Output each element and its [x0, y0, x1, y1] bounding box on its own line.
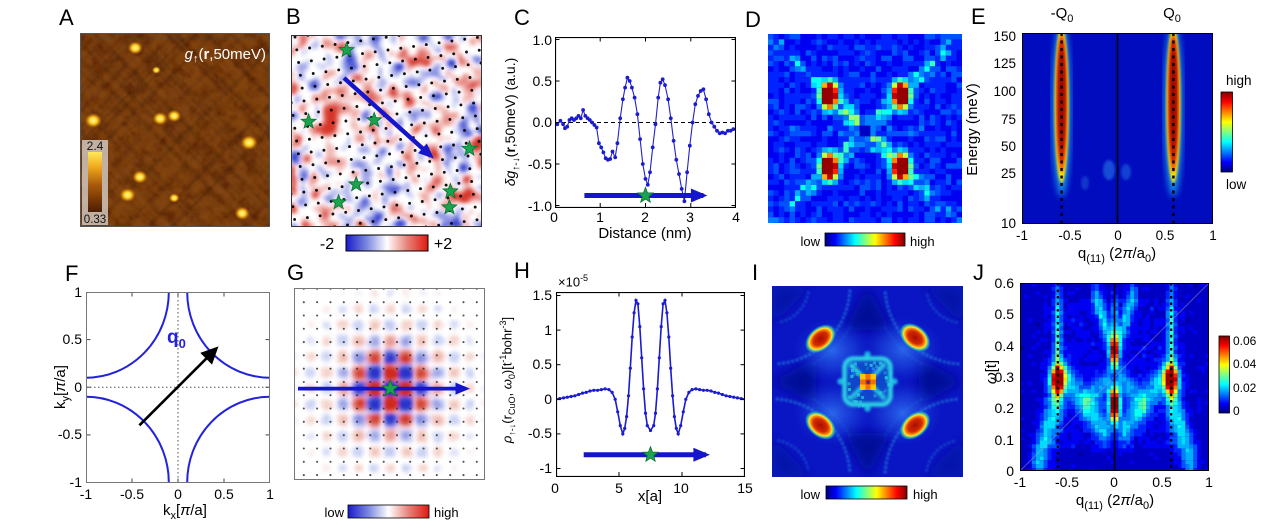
svg-text:low: low	[800, 487, 820, 502]
svg-text:low: low	[800, 234, 820, 249]
svg-text:2.4: 2.4	[87, 139, 104, 153]
svg-text:low: low	[1226, 177, 1247, 192]
svg-text:-2: -2	[320, 236, 334, 253]
svg-text:high: high	[913, 487, 938, 502]
svg-text:low: low	[324, 505, 344, 520]
svg-text:high: high	[910, 234, 935, 249]
svg-text:0.06: 0.06	[1233, 334, 1257, 348]
svg-text:+2: +2	[434, 236, 452, 253]
svg-text:0.02: 0.02	[1233, 381, 1257, 395]
svg-text:0.33: 0.33	[84, 214, 106, 226]
svg-text:high: high	[1226, 73, 1252, 88]
svg-text:high: high	[434, 505, 459, 520]
svg-text:0.04: 0.04	[1233, 357, 1257, 371]
svg-text:0: 0	[1233, 404, 1240, 418]
svg-text:g↑(r,50meV): g↑(r,50meV)	[185, 46, 266, 65]
